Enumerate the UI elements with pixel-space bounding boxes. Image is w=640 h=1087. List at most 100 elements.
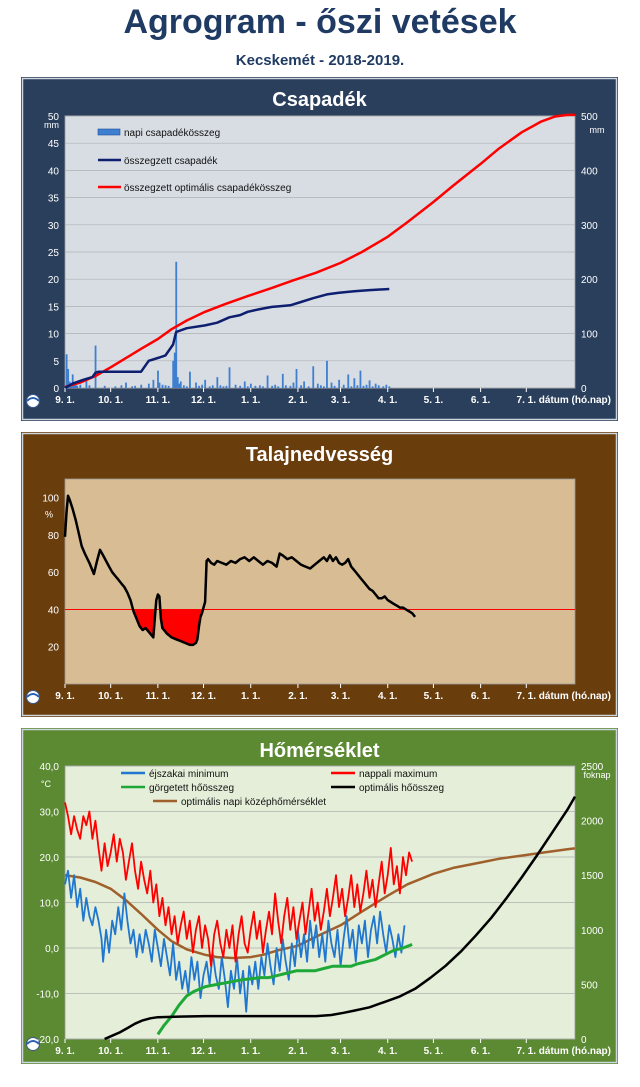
precip-bar <box>359 370 362 388</box>
precip-bar <box>140 384 143 388</box>
y-tick-label: 60 <box>48 568 60 579</box>
precip-bar <box>152 379 155 388</box>
precip-bar <box>76 385 79 388</box>
x-tick-label: 11. 1. <box>146 691 171 702</box>
precip-bar <box>377 385 380 388</box>
y2-tick-label: 200 <box>581 275 598 286</box>
x-tick-label: 9. 1. <box>55 1046 75 1057</box>
precip-bar <box>277 386 280 388</box>
x-tick-label: 11. 1. <box>146 1046 171 1057</box>
x-tick-label: 10. 1. <box>98 691 123 702</box>
precip-bar <box>182 385 185 388</box>
logo-icon-wave <box>26 693 40 698</box>
precip-bar <box>350 386 353 388</box>
precip-bar <box>216 377 219 388</box>
precip-bar <box>204 379 207 388</box>
panel-border <box>21 77 618 421</box>
x-tick-label: 7. 1. <box>517 691 537 702</box>
y-tick-label: 20 <box>48 275 60 286</box>
precip-bar <box>239 385 242 388</box>
precip-bar <box>222 386 225 388</box>
chart-title: Csapadék <box>272 89 367 111</box>
y-tick-label: -10,0 <box>36 990 59 1001</box>
precip-bar <box>71 374 74 388</box>
x-tick-label: 6. 1. <box>471 1046 491 1057</box>
logo-icon-wave <box>26 397 40 402</box>
x-tick-label: 1. 1. <box>241 691 261 702</box>
x-tick-label: 2. 1. <box>288 691 308 702</box>
precip-bar <box>176 377 179 388</box>
precip-bar <box>347 374 350 388</box>
y-tick-label: 30,0 <box>40 808 60 819</box>
legend-label: napi csapadékösszeg <box>124 128 220 139</box>
precip-bar <box>94 345 97 388</box>
precip-bar <box>157 370 159 388</box>
chart-title: Hőmérséklet <box>259 740 379 762</box>
legend-label: görgetett hőösszeg <box>149 783 234 794</box>
precip-bar <box>131 386 133 388</box>
precip-bar <box>281 373 284 388</box>
precip-bar <box>219 385 222 388</box>
y2-axis-unit: mm <box>590 125 605 135</box>
x-tick-label: 12. 1. <box>191 1046 216 1057</box>
x-tick-label: 12. 1. <box>191 395 216 406</box>
y2-tick-label: 1500 <box>581 871 604 882</box>
y-tick-label: 100 <box>42 494 59 505</box>
precip-bar <box>259 385 261 388</box>
precip-bar <box>134 385 137 388</box>
day-max-line <box>64 802 413 968</box>
x-tick-label: 1. 1. <box>241 395 261 406</box>
precip-bar <box>338 379 341 388</box>
precip-bar <box>382 386 385 388</box>
precip-bar <box>319 385 322 388</box>
precip-bar <box>198 385 200 388</box>
precip-bar <box>173 352 176 388</box>
y2-tick-label: 300 <box>581 221 598 232</box>
precip-bar <box>262 386 264 388</box>
precip-bar <box>333 385 336 388</box>
precip-bar <box>356 385 359 388</box>
precip-bar <box>195 382 197 388</box>
temperature-panel: Hőmérséklet -20,0 -10,0 0,0 10,0 20,0 30,0 40,0… <box>21 728 618 1064</box>
precip-bar <box>234 384 237 388</box>
legend-swatch-bar <box>97 128 121 136</box>
x-axis-title: dátum (hó.nap) <box>539 1046 611 1057</box>
precip-bar <box>292 382 295 388</box>
x-tick-label: 2. 1. <box>288 395 308 406</box>
y-tick-label: 0,0 <box>45 944 59 955</box>
y-tick-label: 40 <box>48 605 60 616</box>
x-tick-label: 4. 1. <box>378 1046 398 1057</box>
x-tick-label: 2. 1. <box>288 1046 308 1057</box>
y-tick-label: 5 <box>53 357 59 368</box>
optimal-heat-sum-line <box>104 795 577 1041</box>
x-tick-label: 5. 1. <box>424 691 444 702</box>
y-tick-label: 35 <box>48 194 60 205</box>
precip-bar <box>289 385 292 388</box>
y-tick-label: 45 <box>48 139 60 150</box>
x-tick-label: 3. 1. <box>331 1046 351 1057</box>
precip-bar <box>246 386 249 388</box>
precip-bar <box>164 385 167 388</box>
y2-tick-label: 100 <box>581 330 598 341</box>
precip-bar <box>316 383 319 388</box>
precip-bar <box>323 386 325 388</box>
y-tick-label: 25 <box>48 248 60 259</box>
precip-bar <box>179 381 182 388</box>
y2-tick-label: 2500 <box>581 762 604 773</box>
y-tick-label: 15 <box>48 302 60 313</box>
precip-bar <box>362 385 365 388</box>
y2-tick-label: 400 <box>581 166 598 177</box>
x-tick-label: 6. 1. <box>471 395 491 406</box>
precip-bar <box>211 385 214 388</box>
precip-bar <box>172 360 175 388</box>
precip-bar <box>79 384 82 388</box>
optimal-mean-temp-line <box>64 847 576 960</box>
y2-tick-label: 500 <box>581 980 598 991</box>
precip-bar <box>266 375 269 388</box>
y-tick-label: 50 <box>48 112 60 123</box>
legend-label: éjszakai minimum <box>149 769 228 780</box>
deficit-area <box>133 609 155 638</box>
cumulative-precip-line <box>64 287 390 390</box>
precip-bar <box>67 368 70 388</box>
precip-bar <box>284 385 287 388</box>
